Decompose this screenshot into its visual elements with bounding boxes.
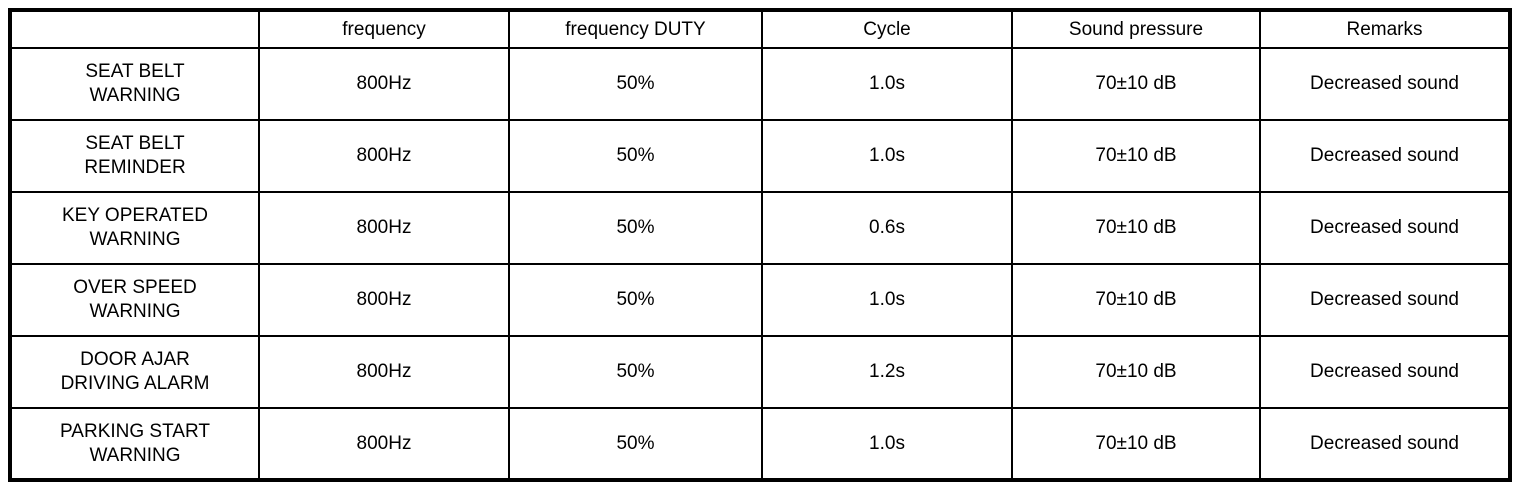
table-row-key-operated-warning: KEY OPERATED WARNING 800Hz 50% 0.6s 70±1…: [9, 191, 1511, 265]
frequency-cell: 800Hz: [258, 191, 510, 265]
row-label-line2: WARNING: [89, 444, 181, 466]
row-label-line2: WARNING: [89, 229, 181, 250]
sound-pressure-cell: 70±10 dB: [1011, 335, 1261, 409]
cycle-cell: 1.0s: [761, 47, 1013, 121]
row-label: KEY OPERATED WARNING: [9, 191, 260, 265]
buzzer-spec-table: frequency frequency DUTY Cycle Sound pre…: [8, 8, 1512, 482]
remarks-cell: Decreased sound: [1259, 119, 1511, 193]
remarks-cell: Decreased sound: [1259, 335, 1511, 409]
row-label-line2: DRIVING ALARM: [60, 373, 210, 394]
row-label-line1: OVER SPEED: [73, 277, 197, 298]
row-label: OVER SPEED WARNING: [9, 263, 260, 337]
duty-cell: 50%: [508, 335, 763, 409]
table-row-parking-start-warning: PARKING START WARNING 800Hz 50% 1.0s 70±…: [9, 407, 1511, 481]
header-remarks: Remarks: [1259, 9, 1511, 49]
row-label: DOOR AJAR DRIVING ALARM: [9, 335, 260, 409]
cycle-cell: 1.0s: [761, 263, 1013, 337]
header-corner: [9, 9, 260, 49]
remarks-cell: Decreased sound: [1259, 191, 1511, 265]
sound-pressure-cell: 70±10 dB: [1011, 191, 1261, 265]
row-label-line1: KEY OPERATED: [61, 205, 209, 226]
sound-pressure-cell: 70±10 dB: [1011, 47, 1261, 121]
header-row: frequency frequency DUTY Cycle Sound pre…: [9, 9, 1511, 49]
duty-cell: 50%: [508, 119, 763, 193]
frequency-cell: 800Hz: [258, 335, 510, 409]
cycle-cell: 1.0s: [761, 119, 1013, 193]
row-label-line1: SEAT BELT: [85, 61, 185, 82]
cycle-cell: 1.0s: [761, 407, 1013, 481]
table-row-seat-belt-reminder: SEAT BELT REMINDER 800Hz 50% 1.0s 70±10 …: [9, 119, 1511, 193]
duty-cell: 50%: [508, 47, 763, 121]
header-frequency: frequency: [258, 9, 510, 49]
frequency-cell: 800Hz: [258, 407, 510, 481]
row-label-line2: WARNING: [89, 85, 181, 106]
duty-cell: 50%: [508, 407, 763, 481]
row-label-line2: WARNING: [89, 301, 181, 322]
table-row-over-speed-warning: OVER SPEED WARNING 800Hz 50% 1.0s 70±10 …: [9, 263, 1511, 337]
remarks-cell: Decreased sound: [1259, 407, 1511, 481]
frequency-cell: 800Hz: [258, 47, 510, 121]
sound-pressure-cell: 70±10 dB: [1011, 263, 1261, 337]
header-frequency-duty: frequency DUTY: [508, 9, 763, 49]
frequency-cell: 800Hz: [258, 119, 510, 193]
header-sound-pressure: Sound pressure: [1011, 9, 1261, 49]
row-label: SEAT BELT WARNING: [9, 47, 260, 121]
sound-pressure-cell: 70±10 dB: [1011, 407, 1261, 481]
row-label-line1: SEAT BELT: [85, 133, 185, 154]
frequency-cell: 800Hz: [258, 263, 510, 337]
sound-pressure-cell: 70±10 dB: [1011, 119, 1261, 193]
table-row-door-ajar-driving-alarm: DOOR AJAR DRIVING ALARM 800Hz 50% 1.2s 7…: [9, 335, 1511, 409]
duty-cell: 50%: [508, 263, 763, 337]
duty-cell: 50%: [508, 191, 763, 265]
row-label-line2: REMINDER: [84, 157, 186, 178]
cycle-cell: 1.2s: [761, 335, 1013, 409]
row-label-line1: PARKING START: [60, 420, 210, 442]
remarks-cell: Decreased sound: [1259, 263, 1511, 337]
cycle-cell: 0.6s: [761, 191, 1013, 265]
header-cycle: Cycle: [761, 9, 1013, 49]
remarks-cell: Decreased sound: [1259, 47, 1511, 121]
row-label: SEAT BELT REMINDER: [9, 119, 260, 193]
table-row-seat-belt-warning: SEAT BELT WARNING 800Hz 50% 1.0s 70±10 d…: [9, 47, 1511, 121]
row-label-line1: DOOR AJAR: [80, 349, 190, 370]
row-label: PARKING START WARNING: [9, 407, 260, 481]
